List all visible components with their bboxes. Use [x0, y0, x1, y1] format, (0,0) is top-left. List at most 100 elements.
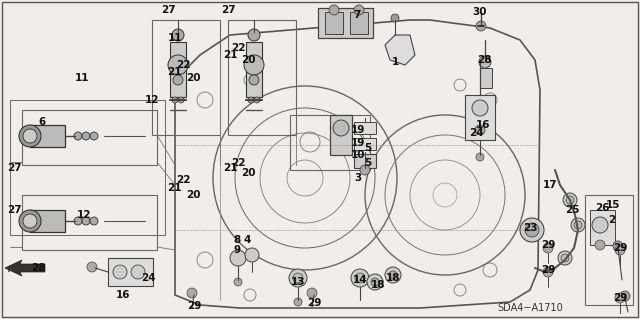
Circle shape	[230, 250, 246, 266]
Text: 27: 27	[221, 5, 236, 15]
Circle shape	[168, 55, 188, 75]
Text: 2: 2	[609, 215, 616, 225]
Text: 29: 29	[187, 301, 201, 311]
Circle shape	[472, 100, 488, 116]
Circle shape	[254, 97, 260, 103]
Text: 18: 18	[386, 273, 400, 283]
Bar	[465, 95, 495, 140]
Text: 27: 27	[161, 5, 175, 15]
Bar	[108, 258, 153, 286]
Text: 3: 3	[355, 173, 362, 183]
Text: 27: 27	[6, 205, 21, 215]
Text: 21: 21	[223, 50, 237, 60]
Circle shape	[172, 97, 178, 103]
Circle shape	[563, 193, 577, 207]
Text: 28: 28	[31, 263, 45, 273]
Circle shape	[520, 218, 544, 242]
Bar	[350, 12, 368, 34]
Bar	[290, 115, 370, 170]
Text: 24: 24	[468, 128, 483, 138]
Text: 21: 21	[167, 183, 181, 193]
Circle shape	[333, 120, 349, 136]
Bar	[330, 115, 352, 155]
Text: 20: 20	[186, 73, 200, 83]
Text: 29: 29	[541, 240, 555, 250]
Bar	[354, 138, 376, 150]
Circle shape	[574, 221, 582, 229]
Circle shape	[248, 29, 260, 41]
Text: 8: 8	[234, 235, 241, 245]
Text: 30: 30	[473, 7, 487, 17]
Text: 16: 16	[476, 120, 490, 130]
Circle shape	[615, 245, 625, 255]
Text: 19: 19	[351, 138, 365, 148]
Circle shape	[615, 293, 625, 303]
Circle shape	[234, 278, 242, 286]
Polygon shape	[385, 35, 415, 65]
Bar	[30, 210, 65, 232]
Circle shape	[479, 56, 491, 68]
Text: 6: 6	[38, 117, 45, 127]
Text: SDA4−A1710: SDA4−A1710	[497, 303, 563, 313]
Circle shape	[294, 298, 302, 306]
Text: 29: 29	[307, 298, 321, 308]
Text: 13: 13	[291, 277, 305, 287]
Text: 22: 22	[176, 175, 190, 185]
Circle shape	[178, 97, 184, 103]
Bar	[354, 154, 376, 168]
Text: 14: 14	[353, 275, 367, 285]
Text: 29: 29	[613, 293, 627, 303]
Bar	[318, 8, 373, 38]
Text: 1: 1	[392, 57, 399, 67]
Bar	[590, 210, 615, 245]
Circle shape	[74, 132, 82, 140]
Text: 12: 12	[77, 210, 92, 220]
Bar	[22, 110, 157, 165]
Text: 17: 17	[543, 180, 557, 190]
Text: 7: 7	[353, 10, 361, 20]
Circle shape	[19, 125, 41, 147]
Bar	[585, 195, 633, 305]
Bar	[170, 42, 186, 97]
Bar	[152, 20, 220, 135]
Circle shape	[475, 125, 485, 135]
Text: 21: 21	[223, 163, 237, 173]
Text: 19: 19	[351, 125, 365, 135]
Text: 25: 25	[564, 205, 579, 215]
Circle shape	[595, 240, 605, 250]
Circle shape	[385, 267, 401, 283]
Circle shape	[293, 273, 303, 283]
Circle shape	[19, 210, 41, 232]
Text: 4: 4	[243, 235, 251, 245]
Bar	[480, 68, 492, 88]
Bar	[22, 195, 157, 250]
Circle shape	[90, 217, 98, 225]
Text: 20: 20	[241, 55, 255, 65]
Circle shape	[244, 55, 264, 75]
Circle shape	[371, 278, 379, 286]
Circle shape	[74, 217, 82, 225]
Text: 5: 5	[364, 158, 372, 168]
Circle shape	[82, 217, 90, 225]
Bar	[10, 100, 165, 235]
Circle shape	[543, 243, 553, 253]
Circle shape	[82, 132, 90, 140]
Circle shape	[476, 21, 486, 31]
Circle shape	[249, 75, 259, 85]
Text: 20: 20	[186, 190, 200, 200]
Circle shape	[23, 129, 37, 143]
Circle shape	[367, 274, 383, 290]
Bar	[30, 125, 65, 147]
Text: 12: 12	[145, 95, 159, 105]
Text: 9: 9	[234, 245, 241, 255]
Circle shape	[172, 29, 184, 41]
Text: 26: 26	[595, 203, 609, 213]
Circle shape	[351, 269, 369, 287]
Circle shape	[558, 251, 572, 265]
Text: 18: 18	[371, 280, 385, 290]
Text: 20: 20	[241, 168, 255, 178]
Circle shape	[87, 262, 97, 272]
Text: FR.: FR.	[8, 265, 22, 274]
Text: 29: 29	[613, 243, 627, 253]
Text: 22: 22	[231, 43, 245, 53]
